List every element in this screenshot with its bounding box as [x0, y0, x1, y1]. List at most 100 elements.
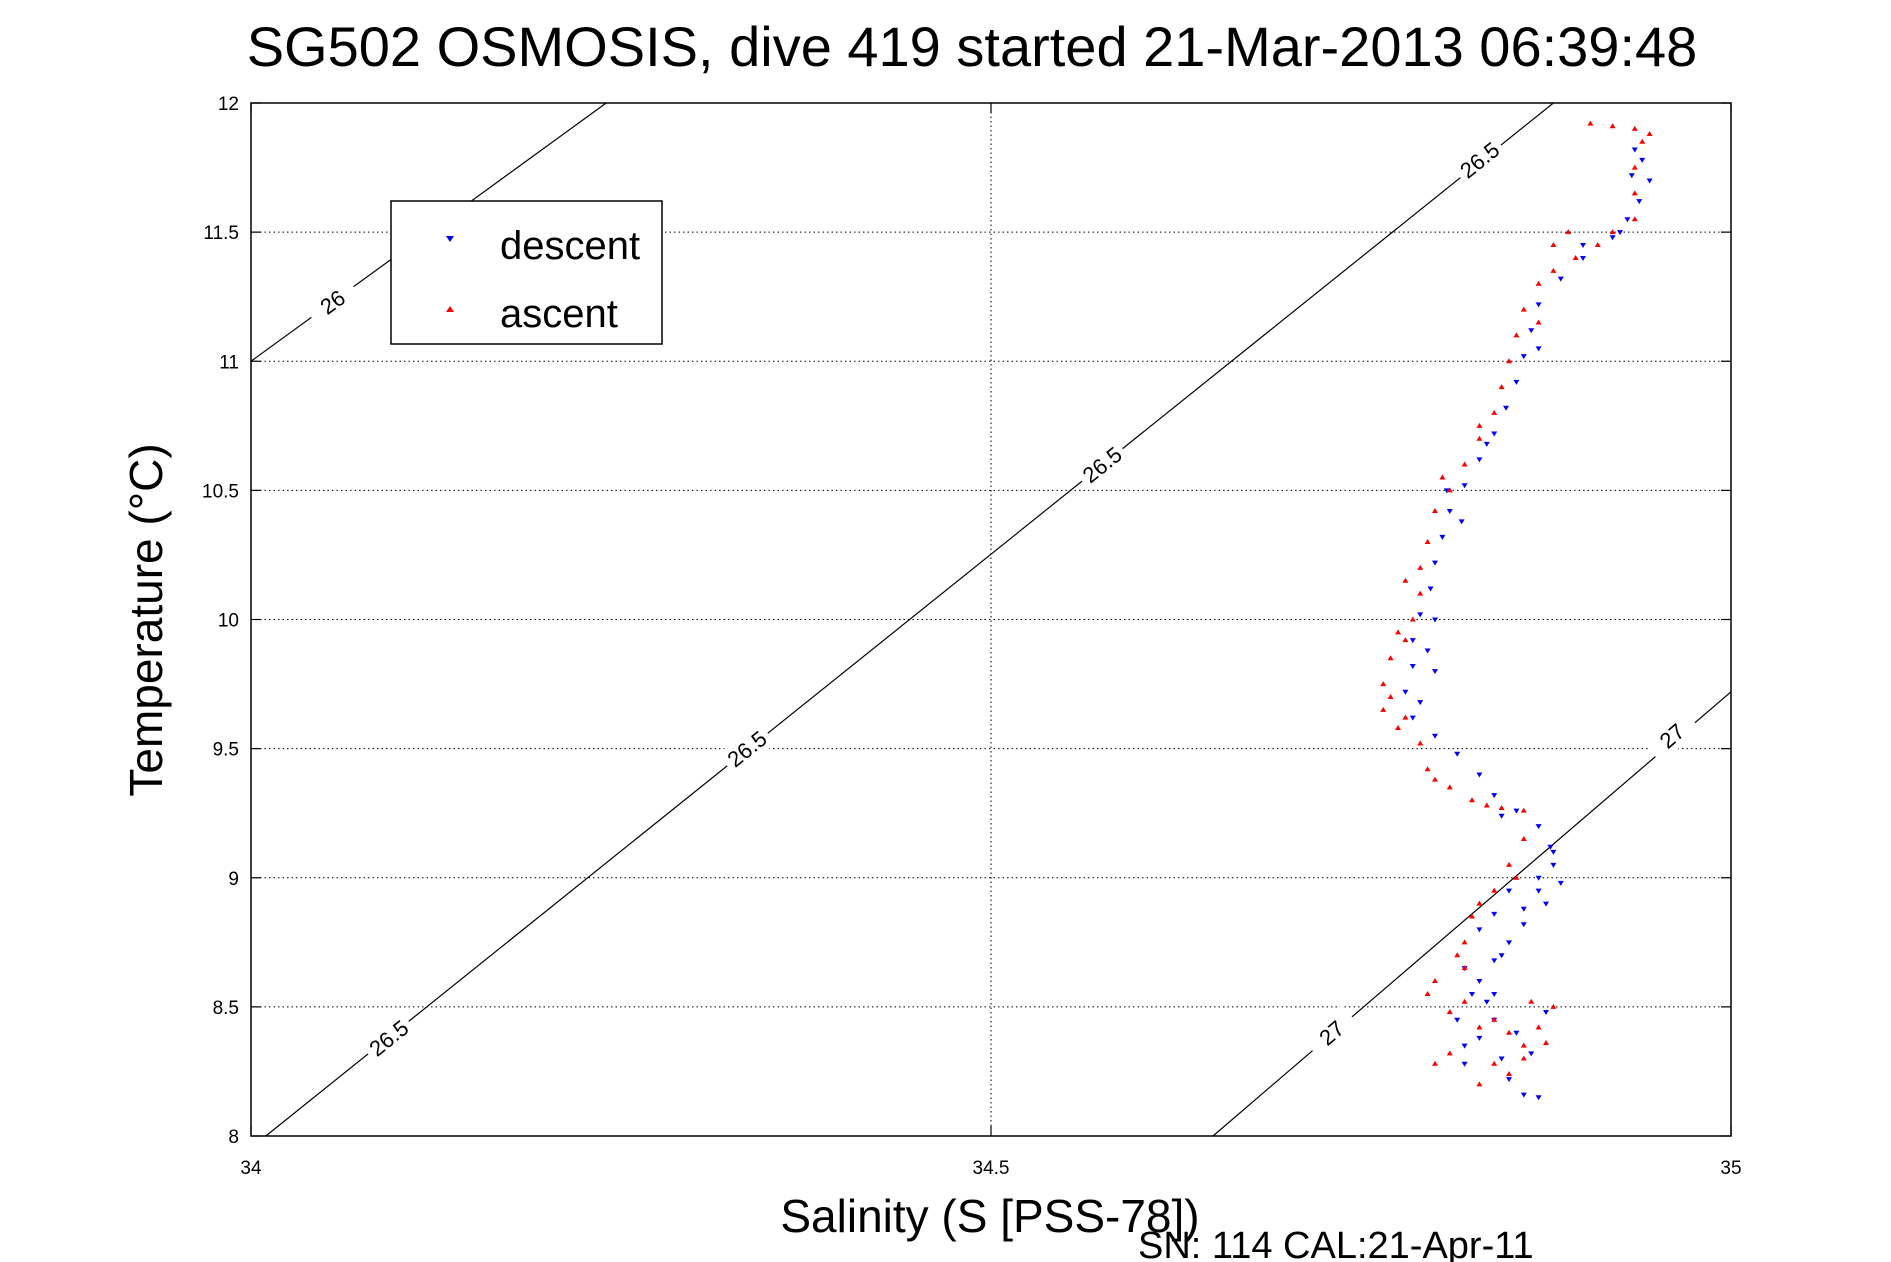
legend-descent-label: descent	[500, 224, 640, 268]
ascent-point	[1380, 706, 1387, 712]
descent-point	[1476, 1035, 1483, 1041]
descent-point	[1483, 999, 1490, 1005]
ascent-point	[1550, 1003, 1557, 1009]
ascent-point	[1535, 319, 1542, 325]
descent-point	[1417, 700, 1424, 706]
ascent-point	[1461, 998, 1468, 1004]
descent-point	[1557, 276, 1564, 282]
ascent-point	[1609, 123, 1616, 129]
ascent-point	[1476, 900, 1483, 906]
ascent-point	[1543, 1040, 1549, 1046]
descent-point	[1491, 911, 1498, 917]
contour-label-background	[1642, 708, 1701, 764]
ascent-point	[1491, 887, 1498, 893]
contour-label-background	[1072, 437, 1132, 492]
ascent-point	[1432, 978, 1438, 984]
ascent-point	[1417, 740, 1424, 746]
ascent-point	[1469, 913, 1475, 919]
descent-point	[1535, 888, 1542, 894]
descent-point	[1469, 991, 1475, 997]
descent-point	[1491, 431, 1498, 437]
ascent-point	[1446, 784, 1453, 790]
ascent-point	[1498, 384, 1505, 390]
x-axis-title: Salinity (S [PSS-78])	[780, 1190, 1199, 1242]
descent-point	[1535, 1095, 1542, 1101]
ascent-point	[1476, 1081, 1483, 1087]
ascent-point	[1520, 306, 1527, 312]
descent-point	[1535, 824, 1542, 830]
legend-box	[390, 200, 663, 345]
ascent-point	[1483, 802, 1490, 808]
descent-point	[1543, 901, 1549, 907]
ascent-point	[1446, 1009, 1453, 1015]
descent-point	[1454, 751, 1461, 757]
ascent-point	[1528, 998, 1535, 1004]
y-tick-label: 8	[228, 1127, 239, 1148]
descent-point	[1491, 958, 1498, 964]
descent-point	[1639, 157, 1646, 163]
descent-point	[1520, 906, 1527, 912]
x-tick-label: 35	[1720, 1158, 1741, 1179]
descent-point	[1506, 888, 1512, 894]
descent-point	[1458, 519, 1465, 525]
descent-point	[1491, 991, 1498, 997]
descent-point	[1409, 663, 1416, 669]
legend-descent-marker	[446, 236, 454, 242]
ascent-point	[1506, 1071, 1512, 1077]
ascent-point	[1395, 629, 1401, 635]
ascent-point	[1387, 655, 1394, 661]
ascent-point	[1631, 164, 1638, 170]
ascent-point	[1491, 1016, 1498, 1022]
ascent-point	[1520, 1042, 1527, 1048]
ascent-point	[1424, 990, 1431, 996]
descent-point	[1476, 927, 1483, 933]
descent-point	[1446, 509, 1453, 515]
x-tick-label: 34	[240, 1158, 262, 1179]
ascent-point	[1446, 1050, 1453, 1056]
descent-point	[1432, 617, 1438, 623]
ascent-point	[1417, 590, 1424, 596]
descent-point	[1476, 979, 1483, 985]
ascent-point	[1491, 1060, 1498, 1066]
y-tick-label: 9.5	[213, 740, 239, 761]
contour-label-background	[303, 275, 362, 329]
ascent-point	[1461, 939, 1468, 945]
ascent-point	[1631, 125, 1638, 131]
descent-point	[1461, 1061, 1468, 1067]
descent-point	[1631, 147, 1638, 153]
descent-point	[1580, 255, 1586, 261]
contour-label-background	[717, 721, 776, 776]
descent-point	[1547, 844, 1554, 850]
ascent-point	[1439, 474, 1446, 480]
descent-point	[1550, 849, 1557, 855]
ascent-point	[1424, 539, 1431, 545]
ascent-point	[1476, 1024, 1483, 1030]
descent-point	[1520, 354, 1527, 360]
ascent-point	[1476, 435, 1483, 441]
descent-point	[1520, 922, 1527, 928]
contour-line-26-5	[265, 102, 1554, 1137]
ascent-point	[1594, 242, 1601, 248]
descent-point	[1402, 689, 1409, 695]
ascent-point	[1639, 138, 1646, 144]
ascent-point	[1476, 422, 1483, 428]
axis-ticks: 34 34.5 35 8 8.5 9 9.5 10 10.5 11 11.5 12	[202, 94, 1742, 1179]
ascent-point	[1513, 332, 1520, 338]
ascent-point	[1402, 637, 1409, 643]
descent-point	[1506, 1077, 1512, 1083]
descent-point	[1454, 1017, 1461, 1023]
y-tick-label: 11.5	[203, 223, 239, 244]
ascent-point	[1506, 358, 1512, 364]
descent-point	[1439, 534, 1446, 540]
ascent-point	[1646, 130, 1653, 136]
ascent-point	[1506, 1029, 1512, 1035]
descent-point	[1498, 813, 1505, 819]
ascent-point	[1631, 216, 1638, 222]
legend: descent ascent	[390, 200, 663, 345]
descent-point	[1520, 1092, 1527, 1098]
descent-point	[1646, 178, 1653, 184]
descent-point	[1624, 217, 1631, 223]
ascent-point	[1402, 577, 1409, 583]
ascent-point	[1587, 120, 1594, 126]
